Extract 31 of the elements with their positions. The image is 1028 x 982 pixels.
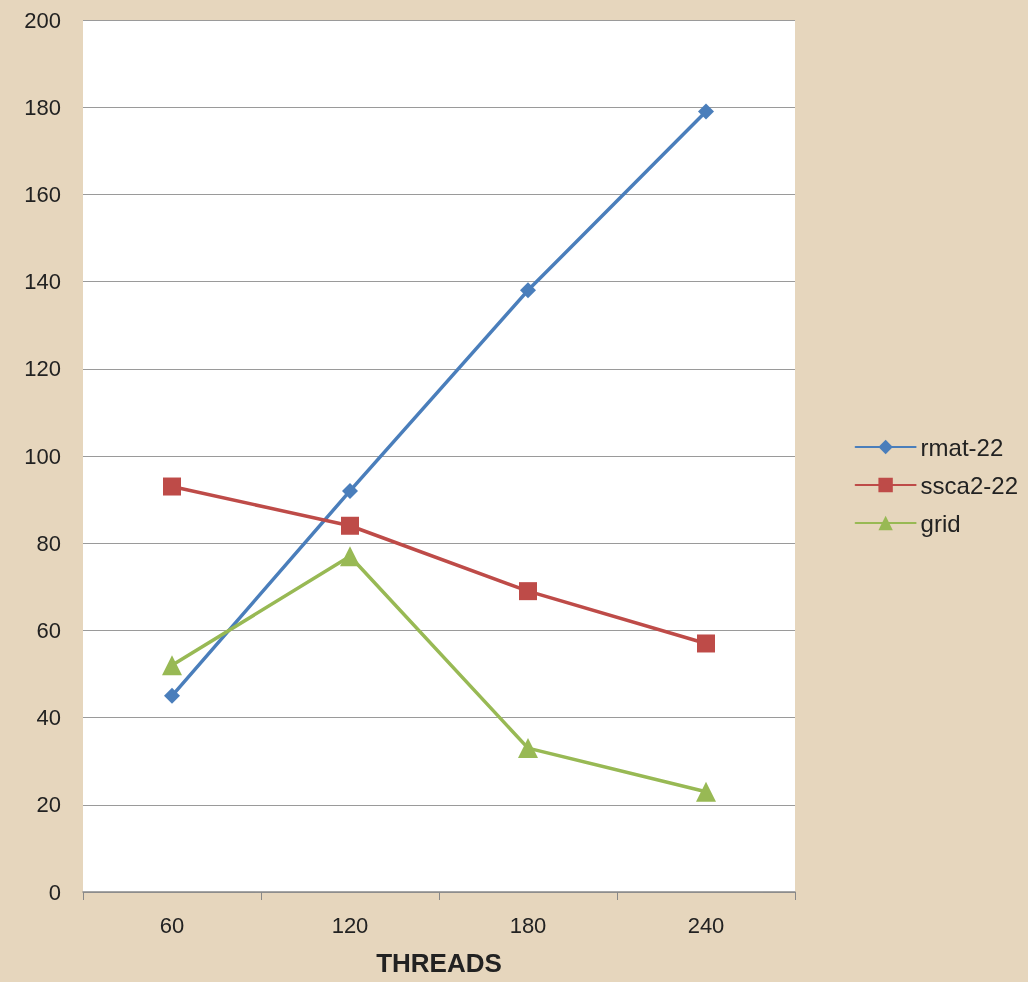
point bbox=[342, 482, 358, 499]
point bbox=[163, 477, 181, 496]
y-tick-label: 80 bbox=[36, 530, 61, 556]
y-tick-label: 60 bbox=[36, 617, 61, 643]
legend-label: grid bbox=[920, 509, 961, 537]
point bbox=[696, 781, 716, 802]
legend-label: rmat-22 bbox=[920, 433, 1004, 461]
x-tick-label: 240 bbox=[687, 912, 725, 938]
y-tick-label: 140 bbox=[24, 269, 61, 295]
y-tick-label: 100 bbox=[24, 443, 61, 469]
legend-label: ssca2-22 bbox=[920, 471, 1019, 499]
point bbox=[520, 282, 536, 299]
x-tick-label: 180 bbox=[509, 912, 547, 938]
point bbox=[164, 687, 180, 704]
y-tick-label: 0 bbox=[48, 879, 61, 905]
point bbox=[698, 103, 714, 120]
point bbox=[518, 738, 538, 759]
point bbox=[341, 516, 359, 535]
point bbox=[697, 634, 715, 653]
point bbox=[519, 582, 537, 601]
y-tick-label: 160 bbox=[24, 181, 61, 207]
point bbox=[162, 655, 182, 676]
y-tick-label: 200 bbox=[24, 7, 61, 33]
y-tick-label: 120 bbox=[24, 356, 61, 382]
y-tick-label: 20 bbox=[36, 792, 61, 818]
point bbox=[340, 546, 360, 567]
y-tick-label: 40 bbox=[36, 705, 61, 731]
x-tick-label: 120 bbox=[331, 912, 369, 938]
x-axis-title: THREADS bbox=[376, 948, 502, 978]
x-tick-label: 60 bbox=[159, 912, 185, 938]
y-tick-label: 180 bbox=[24, 94, 61, 120]
